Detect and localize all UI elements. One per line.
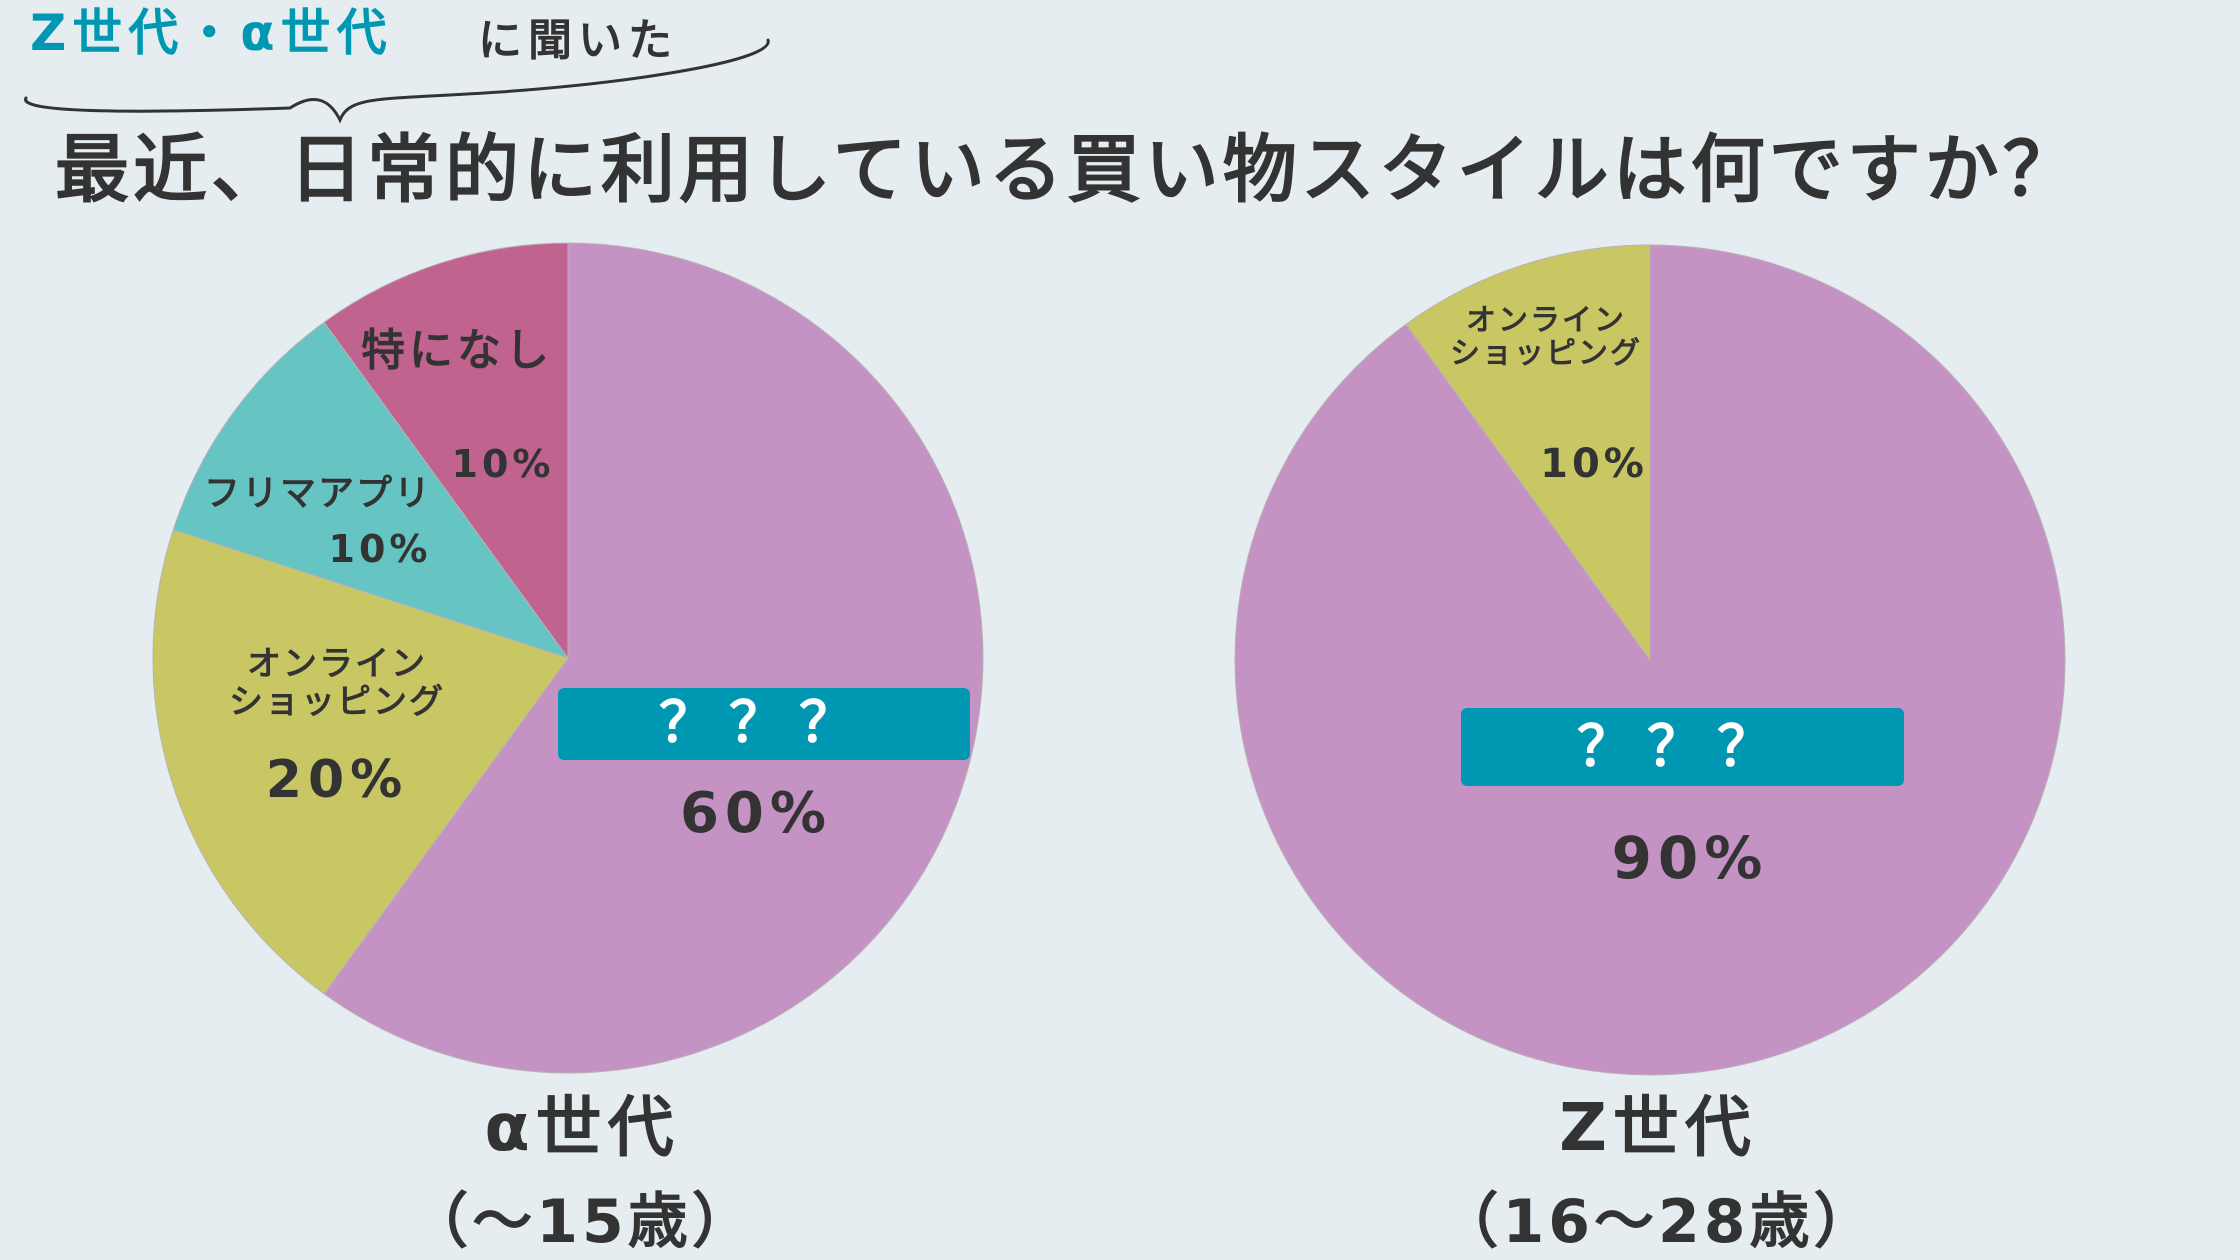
chart-subtitle-alpha: （〜15歳） xyxy=(408,1187,756,1257)
slice-unknown xyxy=(323,242,984,1074)
slice-pct-unknown: 90% xyxy=(1612,824,1769,892)
slice-label-none: 特になし xyxy=(361,325,553,376)
slice-label-online-line1: オンライン xyxy=(247,644,427,684)
slice-flea-market-app xyxy=(172,321,570,659)
hidden-answer-box xyxy=(1461,708,1904,786)
chart-title-alpha: α世代 xyxy=(484,1089,679,1166)
hidden-answer-label: ？？？ xyxy=(659,691,869,756)
slice-label-online-line1: オンライン xyxy=(1466,303,1626,338)
slice-labels: オンライン ショッピング 10% ？？？ 90% xyxy=(1450,303,1904,892)
header-underline-swoosh xyxy=(24,38,770,124)
slice-labels: 特になし 10% フリマアプリ 10% オンライン ショッピング 20% ？？？… xyxy=(204,325,970,846)
slice-label-flea: フリマアプリ xyxy=(204,473,432,514)
slice-pct-unknown: 60% xyxy=(680,781,832,846)
slice-pct-none: 10% xyxy=(452,442,555,486)
pie-chart-z: オンライン ショッピング 10% ？？？ 90% Z世代 （16〜28歳） xyxy=(1234,244,2066,1257)
chart-subtitle-z: （16〜28歳） xyxy=(1439,1187,1878,1257)
hidden-answer-label: ？？？ xyxy=(1577,715,1787,780)
header-tag-highlight: Z世代・α世代 xyxy=(30,4,393,62)
slice-online-shopping xyxy=(152,529,569,995)
slice-none xyxy=(323,242,569,660)
header: Z世代・α世代 に聞いた 最近、日常的に利用している買い物スタイルは何ですか？ xyxy=(24,4,2081,213)
slice-pct-online: 10% xyxy=(1540,441,1648,487)
slice-label-online-line2: ショッピング xyxy=(229,682,445,722)
header-tag-rest: に聞いた xyxy=(478,15,678,66)
hidden-answer-box xyxy=(558,688,970,760)
slice-label-online-line2: ショッピング xyxy=(1450,336,1642,371)
pie-chart-alpha: 特になし 10% フリマアプリ 10% オンライン ショッピング 20% ？？？… xyxy=(152,242,984,1257)
slice-pct-online: 20% xyxy=(266,750,408,810)
chart-title-z: Z世代 xyxy=(1559,1089,1757,1166)
slice-online-shopping xyxy=(1405,244,1651,662)
question-title: 最近、日常的に利用している買い物スタイルは何ですか？ xyxy=(55,127,2081,213)
slice-pct-flea: 10% xyxy=(329,527,432,571)
